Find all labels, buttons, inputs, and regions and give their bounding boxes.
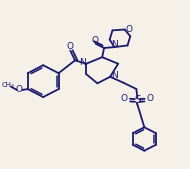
Text: N: N (112, 71, 118, 80)
Text: S: S (134, 95, 141, 105)
Text: O: O (121, 94, 128, 103)
Text: CH₃: CH₃ (2, 82, 15, 88)
Text: N: N (79, 58, 86, 67)
Text: O: O (66, 42, 74, 51)
Text: O: O (125, 25, 132, 34)
Text: O: O (16, 86, 23, 94)
Text: O: O (91, 36, 98, 45)
Text: N: N (112, 40, 118, 49)
Text: O: O (147, 94, 154, 103)
